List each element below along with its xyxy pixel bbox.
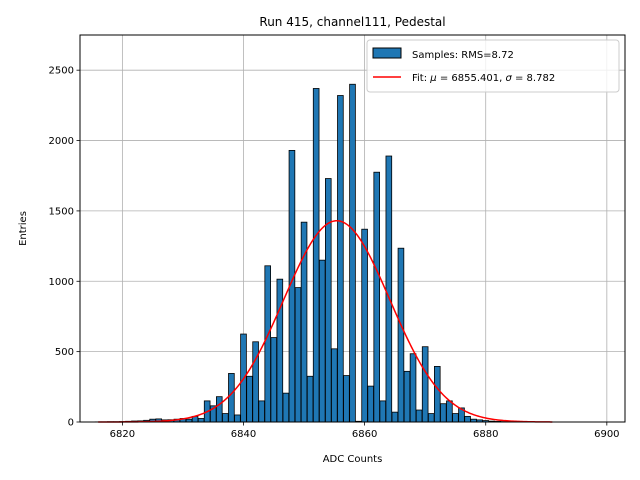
legend-box xyxy=(366,39,620,93)
histogram-bar xyxy=(331,348,338,423)
histogram-bar xyxy=(276,278,284,423)
histogram-bar xyxy=(282,392,290,423)
x-axis-label: ADC Counts xyxy=(323,454,383,465)
histogram-bar xyxy=(452,413,459,423)
x-tick-label: 6840 xyxy=(231,429,256,440)
histogram-bar xyxy=(306,375,314,423)
legend-fit-mu-symbol: μ xyxy=(429,73,436,84)
histogram-bar xyxy=(391,411,399,423)
histogram-bar xyxy=(446,400,453,423)
histogram-bar xyxy=(258,400,265,423)
histogram-bar xyxy=(343,375,350,423)
x-tick-label: 6880 xyxy=(473,429,498,440)
histogram-bar xyxy=(379,400,387,423)
histogram-bar xyxy=(222,413,229,423)
histogram-bar xyxy=(228,373,235,423)
legend-fit-sigma-symbol: σ xyxy=(505,73,512,84)
y-axis-label: Entries xyxy=(18,211,29,246)
histogram-bar xyxy=(337,95,344,423)
histogram-bar xyxy=(440,403,447,423)
histogram-bar xyxy=(294,287,302,423)
legend-samples-swatch xyxy=(372,47,402,59)
legend-fit-sigma-value: = 8.782 xyxy=(512,73,555,84)
legend-fit-mu-value: = 6855.401, xyxy=(437,73,506,84)
histogram-bar xyxy=(246,375,253,423)
histogram-bar xyxy=(318,259,326,423)
y-tick-label: 2500 xyxy=(49,66,74,77)
histogram-bar xyxy=(397,247,405,423)
legend: Samples: RMS=8.72 Fit: μ = 6855.401, σ =… xyxy=(366,39,620,93)
legend-samples-label: Samples: RMS=8.72 xyxy=(412,50,514,61)
histogram-bar xyxy=(434,366,441,423)
histogram-bar xyxy=(361,228,368,423)
y-tick-label: 0 xyxy=(68,418,74,429)
x-tick-label: 6900 xyxy=(594,429,619,440)
histogram-bar xyxy=(197,418,205,423)
fit-curve xyxy=(98,220,553,423)
histogram-bar xyxy=(216,396,223,423)
histogram-bar xyxy=(270,337,278,423)
y-tick-label: 1500 xyxy=(49,206,74,217)
y-tick-label: 1000 xyxy=(49,277,74,288)
histogram-bar xyxy=(421,346,429,423)
histogram-bar xyxy=(234,414,241,423)
axis-ticks: 6820 6840 6860 6880 6900 0 500 1000 1500 2000 2500 xyxy=(49,66,620,440)
y-tick-label: 2000 xyxy=(49,136,74,147)
x-tick-label: 6820 xyxy=(110,429,135,440)
y-tick-label: 500 xyxy=(55,347,74,358)
legend-fit-label: Fit: μ = 6855.401, σ = 8.782 xyxy=(412,73,555,84)
histogram-bar xyxy=(403,370,411,423)
histogram-bar xyxy=(464,415,471,423)
histogram-bar xyxy=(349,83,356,423)
histogram-bar xyxy=(264,265,271,423)
histogram-bars xyxy=(94,83,532,423)
plot-area-frame xyxy=(79,34,626,423)
histogram-bar xyxy=(367,385,374,423)
histogram-bar xyxy=(427,413,435,423)
histogram-bar xyxy=(373,171,380,423)
chart-title: Run 415, channel111, Pedestal xyxy=(259,15,445,29)
histogram-bar xyxy=(252,341,259,423)
histogram-bar xyxy=(415,409,423,423)
x-tick-label: 6860 xyxy=(352,429,377,440)
histogram-bar xyxy=(385,155,393,423)
histogram-bar xyxy=(409,353,417,423)
histogram-bar xyxy=(325,178,332,423)
histogram-bar xyxy=(312,88,320,423)
legend-fit-prefix: Fit: xyxy=(412,73,430,84)
